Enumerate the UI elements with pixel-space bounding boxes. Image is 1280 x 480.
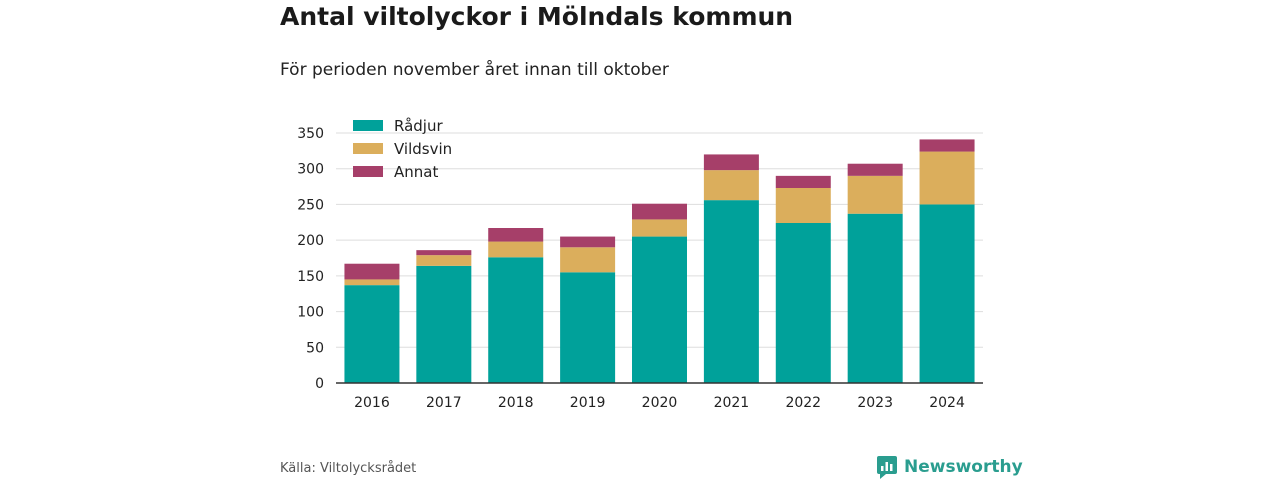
bar-rådjur-2019: [560, 272, 616, 383]
bar-vildsvin-2022: [775, 188, 831, 223]
bar-annat-2020: [632, 203, 687, 220]
y-tick-label: 200: [297, 233, 324, 249]
bar-vildsvin-2023: [847, 175, 903, 214]
bar-annat-2023: [847, 163, 903, 176]
bar-annat-2018: [488, 228, 544, 242]
y-axis: 0 50 100 150 200 250 300 350: [297, 126, 324, 392]
x-axis: 2016 2017 2018 2019 2020 2021 2022 2023 2024: [336, 382, 983, 411]
bar-annat-2017: [416, 250, 472, 256]
bar-annat-2019: [560, 236, 616, 248]
bar-vildsvin-2020: [632, 219, 687, 237]
bar-annat-2016: [344, 263, 400, 280]
bar-annat-2022: [775, 175, 831, 188]
legend-label: Vildsvin: [394, 140, 452, 158]
legend-label: Rådjur: [394, 117, 443, 135]
bar-rådjur-2016: [344, 285, 400, 383]
legend-label: Annat: [394, 163, 438, 181]
y-tick-label: 250: [297, 197, 324, 213]
y-tick-label: 50: [306, 340, 324, 356]
bar-vildsvin-2024: [919, 151, 975, 205]
x-tick-label: 2018: [498, 395, 534, 411]
y-tick-label: 350: [297, 126, 324, 142]
source-note: Källa: Viltolycksrådet: [280, 461, 417, 476]
chart-title: Antal viltolyckor i Mölndals kommun: [280, 2, 794, 31]
bar-rådjur-2018: [488, 257, 544, 383]
y-tick-label: 100: [297, 305, 324, 321]
bar-vildsvin-2019: [560, 247, 616, 273]
bar-vildsvin-2018: [488, 241, 544, 258]
x-tick-label: 2023: [857, 395, 893, 411]
chart-subtitle: För perioden november året innan till ok…: [280, 60, 669, 80]
bar-rådjur-2023: [847, 213, 903, 383]
x-tick-label: 2024: [929, 395, 965, 411]
bar-annat-2024: [919, 139, 975, 152]
x-tick-label: 2016: [354, 395, 390, 411]
x-tick-label: 2020: [642, 395, 678, 411]
bar-rådjur-2020: [632, 236, 687, 383]
bar-rådjur-2024: [919, 204, 975, 383]
bar-rådjur-2017: [416, 265, 472, 383]
x-tick-label: 2022: [785, 395, 821, 411]
y-tick-label: 300: [297, 162, 324, 178]
bar-rådjur-2021: [703, 200, 759, 383]
bar-marks: [344, 139, 975, 383]
y-tick-label: 150: [297, 269, 324, 285]
brand-logo: Newsworthy: [876, 455, 1023, 479]
x-tick-label: 2017: [426, 395, 462, 411]
bar-annat-2021: [703, 154, 759, 171]
brand-name: Newsworthy: [904, 457, 1023, 477]
x-tick-label: 2019: [570, 395, 606, 411]
newsworthy-logo-icon: [877, 456, 897, 479]
bar-vildsvin-2016: [344, 279, 400, 286]
bar-rådjur-2022: [775, 223, 831, 383]
legend: Rådjur Vildsvin Annat: [353, 117, 452, 181]
bar-vildsvin-2021: [703, 170, 759, 201]
y-tick-label: 0: [315, 376, 324, 392]
legend-swatch-rådjur: [353, 120, 383, 131]
x-tick-label: 2021: [714, 395, 750, 411]
legend-swatch-vildsvin: [353, 143, 383, 154]
bar-vildsvin-2017: [416, 255, 472, 266]
legend-swatch-annat: [353, 166, 383, 177]
